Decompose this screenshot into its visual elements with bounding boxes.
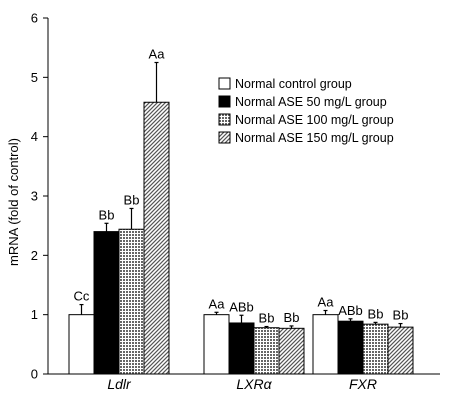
significance-label: Aa (318, 295, 335, 310)
y-tick-label: 5 (31, 70, 38, 85)
bar (203, 314, 230, 375)
significance-label: Bb (259, 311, 275, 326)
bar (68, 314, 95, 375)
bar (387, 326, 414, 375)
y-tick-label: 3 (31, 189, 38, 204)
legend-label: Normal ASE 50 mg/L group (235, 95, 387, 109)
category-label: LXRα (236, 376, 272, 392)
bar (253, 327, 280, 375)
legend-swatch (218, 77, 231, 90)
legend-swatch (218, 131, 231, 144)
y-axis-label: mRNA (fold of control) (6, 138, 21, 266)
y-tick-label: 2 (31, 248, 38, 263)
significance-label: Bb (99, 207, 115, 222)
bar (337, 320, 364, 375)
category-labels: Ldlr LXRα FXR (107, 376, 377, 392)
significance-label: ABb (229, 299, 254, 314)
category-label: FXR (349, 376, 377, 392)
significance-label: Bb (393, 308, 409, 323)
bar (143, 101, 170, 375)
bar (278, 327, 305, 375)
legend-label: Normal ASE 150 mg/L group (235, 131, 394, 145)
significance-label: Bb (368, 306, 384, 321)
legend-swatch (218, 95, 231, 108)
significance-label: Bb (284, 310, 300, 325)
significance-label: Aa (149, 47, 166, 62)
bar (362, 323, 389, 375)
y-tick-label: 4 (31, 129, 38, 144)
legend-label: Normal control group (235, 77, 352, 91)
significance-label: Cc (74, 289, 90, 304)
category-label: Ldlr (107, 376, 132, 392)
y-tick-label: 0 (31, 367, 38, 382)
significance-label: Bb (124, 192, 140, 207)
bar (93, 231, 120, 375)
significance-label: Aa (209, 296, 226, 311)
y-tick-label: 1 (31, 307, 38, 322)
bar (312, 314, 339, 375)
legend-label: Normal ASE 100 mg/L group (235, 113, 394, 127)
bar (118, 228, 145, 375)
bar (228, 322, 255, 375)
y-tick-label: 6 (31, 11, 38, 26)
legend: Normal control group Normal ASE 50 mg/L g… (218, 77, 394, 145)
legend-swatch (218, 113, 231, 126)
significance-label: ABb (338, 303, 363, 318)
